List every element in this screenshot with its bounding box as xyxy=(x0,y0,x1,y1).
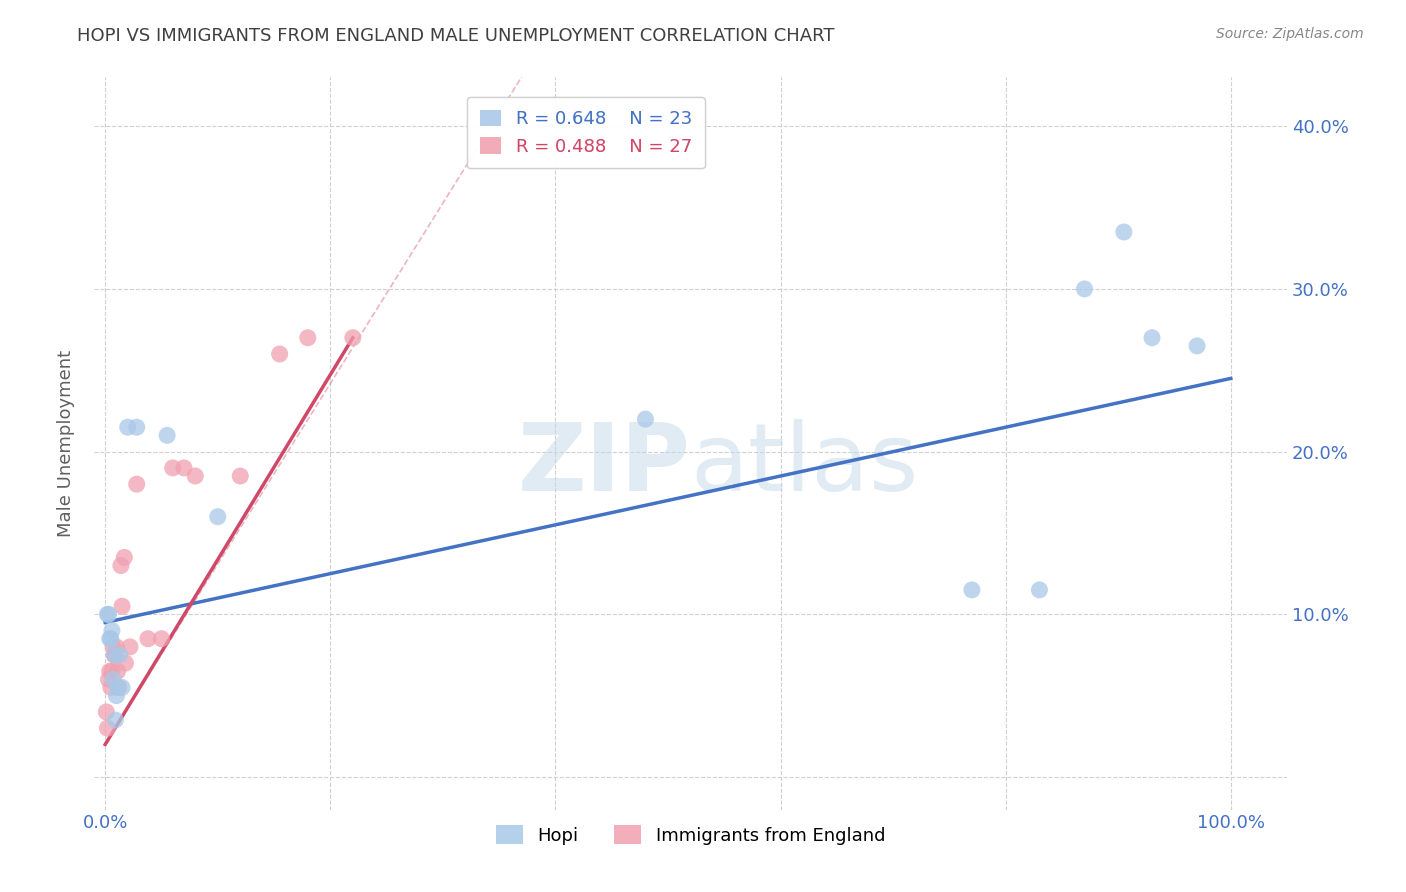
Point xyxy=(96,721,118,735)
Point xyxy=(342,331,364,345)
Text: Source: ZipAtlas.com: Source: ZipAtlas.com xyxy=(1216,27,1364,41)
Y-axis label: Male Unemployment: Male Unemployment xyxy=(58,350,75,537)
Point xyxy=(103,648,125,662)
Point xyxy=(100,681,122,695)
Point xyxy=(269,347,291,361)
Point xyxy=(960,582,983,597)
Point xyxy=(101,673,124,687)
Point xyxy=(96,705,118,719)
Point xyxy=(112,550,135,565)
Point xyxy=(105,689,128,703)
Point xyxy=(107,681,129,695)
Point xyxy=(105,640,128,654)
Point xyxy=(1073,282,1095,296)
Point xyxy=(229,469,252,483)
Point xyxy=(104,713,127,727)
Point xyxy=(1112,225,1135,239)
Point xyxy=(101,640,124,654)
Point xyxy=(111,599,134,614)
Point xyxy=(117,420,139,434)
Point xyxy=(107,681,129,695)
Point xyxy=(111,681,134,695)
Point xyxy=(97,673,120,687)
Point xyxy=(103,648,125,662)
Point xyxy=(104,648,127,662)
Point xyxy=(207,509,229,524)
Point xyxy=(1140,331,1163,345)
Point xyxy=(125,477,148,491)
Point xyxy=(110,558,132,573)
Point xyxy=(97,607,120,622)
Point xyxy=(107,665,129,679)
Point xyxy=(173,461,195,475)
Point xyxy=(634,412,657,426)
Text: ZIP: ZIP xyxy=(517,419,690,511)
Point xyxy=(98,665,121,679)
Point xyxy=(136,632,159,646)
Point xyxy=(150,632,173,646)
Text: HOPI VS IMMIGRANTS FROM ENGLAND MALE UNEMPLOYMENT CORRELATION CHART: HOPI VS IMMIGRANTS FROM ENGLAND MALE UNE… xyxy=(77,27,835,45)
Point xyxy=(125,420,148,434)
Point xyxy=(101,624,124,638)
Point xyxy=(184,469,207,483)
Point xyxy=(98,632,121,646)
Legend: R = 0.648    N = 23, R = 0.488    N = 27: R = 0.648 N = 23, R = 0.488 N = 27 xyxy=(467,97,704,169)
Point xyxy=(108,648,131,662)
Point xyxy=(100,632,122,646)
Point xyxy=(118,640,141,654)
Point xyxy=(1185,339,1208,353)
Point xyxy=(114,656,136,670)
Point xyxy=(297,331,319,345)
Point xyxy=(162,461,184,475)
Point xyxy=(1028,582,1050,597)
Point xyxy=(96,607,118,622)
Point xyxy=(101,665,124,679)
Text: atlas: atlas xyxy=(690,419,918,511)
Point xyxy=(156,428,179,442)
